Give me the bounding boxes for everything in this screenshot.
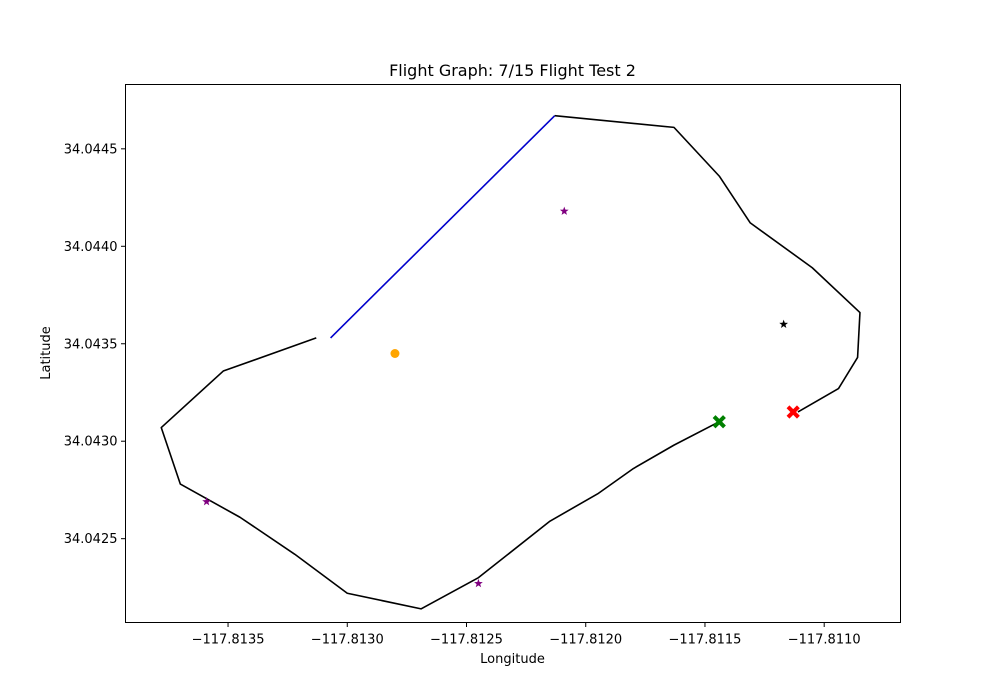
- plot-series-group: [160, 114, 861, 610]
- y-tick-label: 34.0435: [64, 337, 118, 352]
- y-tick-label: 34.0440: [64, 240, 118, 255]
- plot-markers-group: [202, 206, 800, 588]
- flight-path-segment-2: [330, 115, 556, 339]
- center-point-marker: [390, 349, 400, 358]
- x-tick-label: −117.8110: [788, 633, 861, 648]
- plot-frame: [125, 84, 901, 623]
- y-tick-label: 34.0430: [64, 435, 118, 450]
- x-tick-label: −117.8135: [192, 633, 265, 648]
- flight-path-segment-1: [160, 337, 720, 610]
- waypoint-star-marker: [474, 578, 483, 588]
- flight-path-segment-3: [554, 114, 861, 413]
- waypoint-star-marker: [559, 206, 569, 215]
- waypoint-star-marker: [202, 497, 211, 506]
- start-x-marker: [712, 415, 726, 429]
- x-tick-label: −117.8130: [311, 633, 384, 648]
- y-axis-label: Latitude: [39, 326, 54, 380]
- x-tick-label: −117.8115: [669, 633, 742, 648]
- x-tick-label: −117.8120: [549, 633, 622, 648]
- x-axis-label: Longitude: [480, 652, 545, 667]
- x-axis-ticks: −117.8135 −117.8130 −117.8125 −117.8120 −117…: [192, 622, 861, 648]
- y-axis-ticks: 34.0425 34.0430 34.0435 34.0440 34.0445: [64, 142, 126, 547]
- end-x-marker: [786, 405, 800, 419]
- y-tick-label: 34.0425: [64, 532, 118, 547]
- chart-title: Flight Graph: 7/15 Flight Test 2: [389, 61, 636, 80]
- waypoint-star-marker: [779, 319, 789, 328]
- y-tick-label: 34.0445: [64, 142, 118, 157]
- x-tick-label: −117.8125: [430, 633, 503, 648]
